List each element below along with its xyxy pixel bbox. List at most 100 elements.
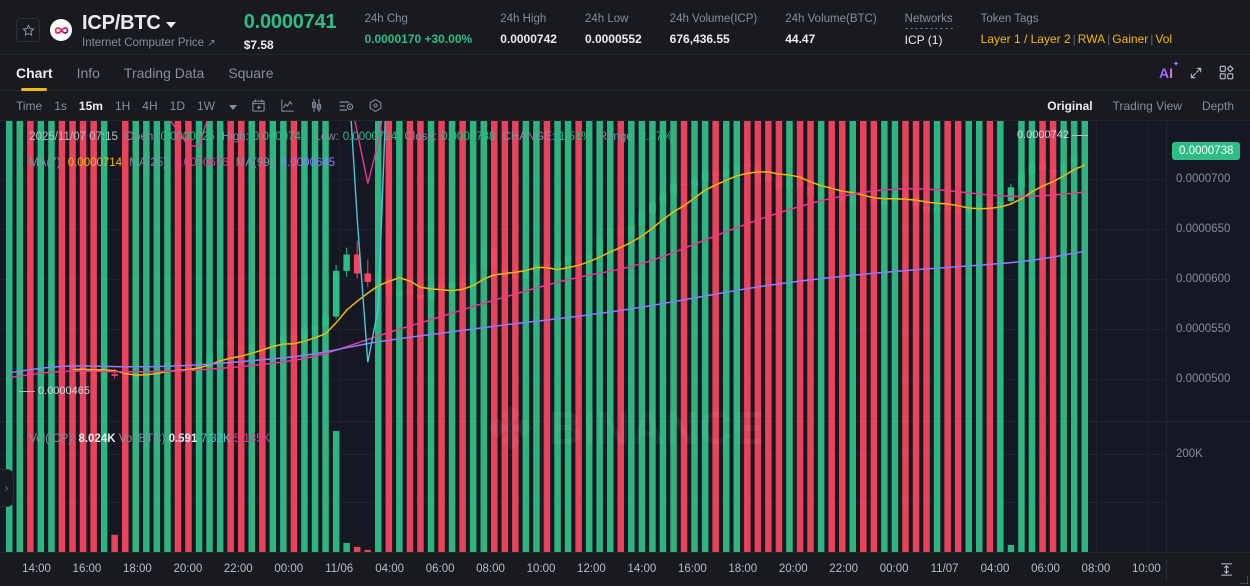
stat-value: 0.0000170 +30.00% bbox=[364, 32, 473, 46]
ma7-line bbox=[72, 164, 1085, 376]
line-chart-type-icon[interactable] bbox=[280, 98, 295, 113]
stat-value: 44.47 bbox=[785, 32, 816, 46]
tab-square[interactable]: Square bbox=[228, 64, 274, 81]
tab-chart[interactable]: Chart bbox=[16, 55, 53, 91]
ohlc-key: Close: bbox=[404, 131, 437, 143]
stat-token-tags: Token Tags Layer 1 / Layer 2 | RWA | Gainer |… bbox=[981, 13, 1173, 47]
price-tick-label: 0.0000650 bbox=[1176, 223, 1231, 235]
resize-corner-icon[interactable] bbox=[1240, 576, 1248, 584]
networks-value[interactable]: ICP (1) bbox=[904, 28, 953, 47]
left-drawer-toggle[interactable]: › bbox=[0, 469, 14, 507]
coin-logo bbox=[50, 19, 72, 41]
time-tick-label: 00:00 bbox=[274, 563, 304, 575]
chevron-down-icon[interactable] bbox=[165, 22, 176, 28]
token-tag[interactable]: Gainer bbox=[1112, 32, 1149, 46]
calendar-goto-icon[interactable] bbox=[251, 98, 266, 113]
ohlc-key: Low: bbox=[314, 131, 339, 143]
price-tick-label: 0.0000700 bbox=[1176, 173, 1231, 185]
time-tick-label: 11/07 bbox=[930, 563, 959, 575]
interval-1d[interactable]: 1D bbox=[169, 98, 185, 113]
volume-legend: ⌄ Vol(ICP): 8.024K Vol(BTC) 0.591 7.32K 5… bbox=[16, 432, 270, 445]
indicators-candle-icon[interactable] bbox=[309, 98, 324, 113]
expand-diagonal-icon[interactable] bbox=[1189, 66, 1203, 80]
time-tick-label: 06:00 bbox=[425, 563, 455, 575]
market-header: ICP/BTC Internet Computer Price ↗ 0.0000… bbox=[0, 0, 1250, 55]
settings-sliders-icon[interactable] bbox=[338, 98, 354, 114]
token-tag[interactable]: RWA bbox=[1077, 32, 1106, 46]
vol-icp-label: Vol(ICP): bbox=[29, 433, 76, 445]
chart-canvas-area[interactable]: BINANCE ⌄2025/11/07 07:15 Open:0.0000725… bbox=[0, 121, 1250, 586]
tabbar-actions: AI bbox=[1159, 60, 1234, 81]
chevron-down-icon[interactable] bbox=[228, 104, 237, 110]
stat-value: 676,436.55 bbox=[669, 32, 730, 46]
time-tick-label: 22:00 bbox=[829, 563, 859, 575]
stat-label: 24h Low bbox=[584, 13, 629, 25]
star-outline-icon bbox=[21, 23, 35, 36]
interval-1w[interactable]: 1W bbox=[196, 98, 215, 113]
tab-trading-data[interactable]: Trading Data bbox=[123, 64, 205, 81]
time-tick-label: 20:00 bbox=[173, 563, 203, 575]
view-original[interactable]: Original bbox=[1047, 98, 1093, 113]
external-link-arrow-icon: ↗ bbox=[207, 38, 216, 49]
tag-separator: | bbox=[1072, 32, 1076, 46]
stat-label: 24h Volume(BTC) bbox=[785, 13, 877, 25]
price-and-volume-plot bbox=[0, 121, 1250, 586]
current-price-tag: 0.0000738 bbox=[1172, 142, 1241, 160]
favorite-star-button[interactable] bbox=[16, 18, 40, 42]
token-tag[interactable]: Vol bbox=[1155, 32, 1173, 46]
vol-btc-value: 0.591 bbox=[168, 433, 198, 445]
price-axis[interactable]: 0.0000738 0.0000700 0.0000650 0.0000600 … bbox=[1166, 121, 1250, 586]
stat-24h-volume-icp: 24h Volume(ICP) 676,436.55 bbox=[670, 13, 758, 47]
chevron-down-icon[interactable]: ⌄ bbox=[16, 433, 26, 445]
time-tick-label: 10:00 bbox=[1132, 563, 1161, 575]
vol-btc-label: Vol(BTC) bbox=[118, 433, 166, 445]
chevron-down-icon[interactable]: ⌄ bbox=[16, 157, 26, 169]
ohlc-value: 0.0000742 bbox=[252, 131, 308, 143]
ma-legend: ⌄ MA(7): 0.0000714 MA(25): 0.0000676 MA(99)… bbox=[16, 156, 339, 169]
pair-block: ICP/BTC Internet Computer Price ↗ bbox=[82, 8, 216, 49]
axis-divider bbox=[1166, 559, 1167, 581]
stat-value: 0.0000742 bbox=[500, 32, 557, 46]
chart-toolbar: Time 1s 15m 1H 4H 1D 1W bbox=[0, 91, 1250, 121]
ohlc-key: Open: bbox=[125, 131, 157, 143]
last-price-usd: $7.58 bbox=[243, 38, 274, 52]
time-tick-label: 10:00 bbox=[526, 563, 556, 575]
interval-1h[interactable]: 1H bbox=[114, 98, 131, 113]
annotation-leader-line bbox=[19, 390, 35, 392]
view-trading-view[interactable]: Trading View bbox=[1112, 98, 1182, 113]
ohlc-timestamp: 2025/11/07 07:15 bbox=[29, 131, 118, 143]
time-tick-label: 14:00 bbox=[22, 563, 51, 575]
interval-1s[interactable]: 1s bbox=[54, 98, 67, 113]
ohlc-value: 0.0000725 bbox=[160, 131, 215, 143]
ohlc-value: 2.47% bbox=[639, 131, 673, 143]
page-title[interactable]: ICP/BTC bbox=[82, 12, 161, 34]
chevron-right-icon: › bbox=[4, 482, 9, 494]
vertical-resize-icon[interactable] bbox=[1219, 561, 1234, 583]
stat-label: Token Tags bbox=[980, 13, 1039, 25]
view-depth[interactable]: Depth bbox=[1201, 98, 1234, 113]
ohlc-value: 0.0000738 bbox=[440, 131, 496, 143]
ma25-line bbox=[9, 188, 1085, 379]
volume-tick-label: 200K bbox=[1176, 448, 1203, 460]
period-low-annotation: 0.0000465 bbox=[16, 385, 90, 397]
interval-4h[interactable]: 4H bbox=[142, 98, 158, 113]
token-tag[interactable]: Layer 1 / Layer 2 bbox=[980, 32, 1071, 46]
chevron-down-icon[interactable]: ⌄ bbox=[16, 131, 26, 143]
last-price: 0.0000741 bbox=[243, 11, 337, 33]
time-axis[interactable]: 14:00 16:00 18:00 20:00 22:00 00:00 11/06 04:00… bbox=[0, 552, 1250, 586]
time-tick-label: 08:00 bbox=[1081, 563, 1111, 575]
tab-info[interactable]: Info bbox=[76, 64, 100, 81]
time-tick-label: 16:00 bbox=[72, 563, 102, 575]
ai-sparkle-icon[interactable]: AI bbox=[1159, 60, 1179, 81]
time-tick-label: 08:00 bbox=[476, 563, 505, 575]
toolbar-time-label: Time bbox=[16, 98, 43, 113]
magnet-snap-icon[interactable] bbox=[368, 98, 383, 113]
grid-layout-icon[interactable] bbox=[1219, 65, 1234, 80]
time-tick-label: 04:00 bbox=[375, 563, 405, 575]
interval-15m[interactable]: 15m bbox=[78, 98, 103, 113]
token-tags-list: Layer 1 / Layer 2 | RWA | Gainer | Vol bbox=[981, 32, 1173, 46]
market-stats: 24h Chg 0.0000170 +30.00% 24h High 0.000… bbox=[336, 8, 1172, 47]
pair-subtitle-link[interactable]: Internet Computer Price ↗ bbox=[82, 37, 216, 49]
time-tick-label: 11/06 bbox=[325, 563, 354, 575]
volume-ma-pink-line bbox=[169, 121, 383, 184]
